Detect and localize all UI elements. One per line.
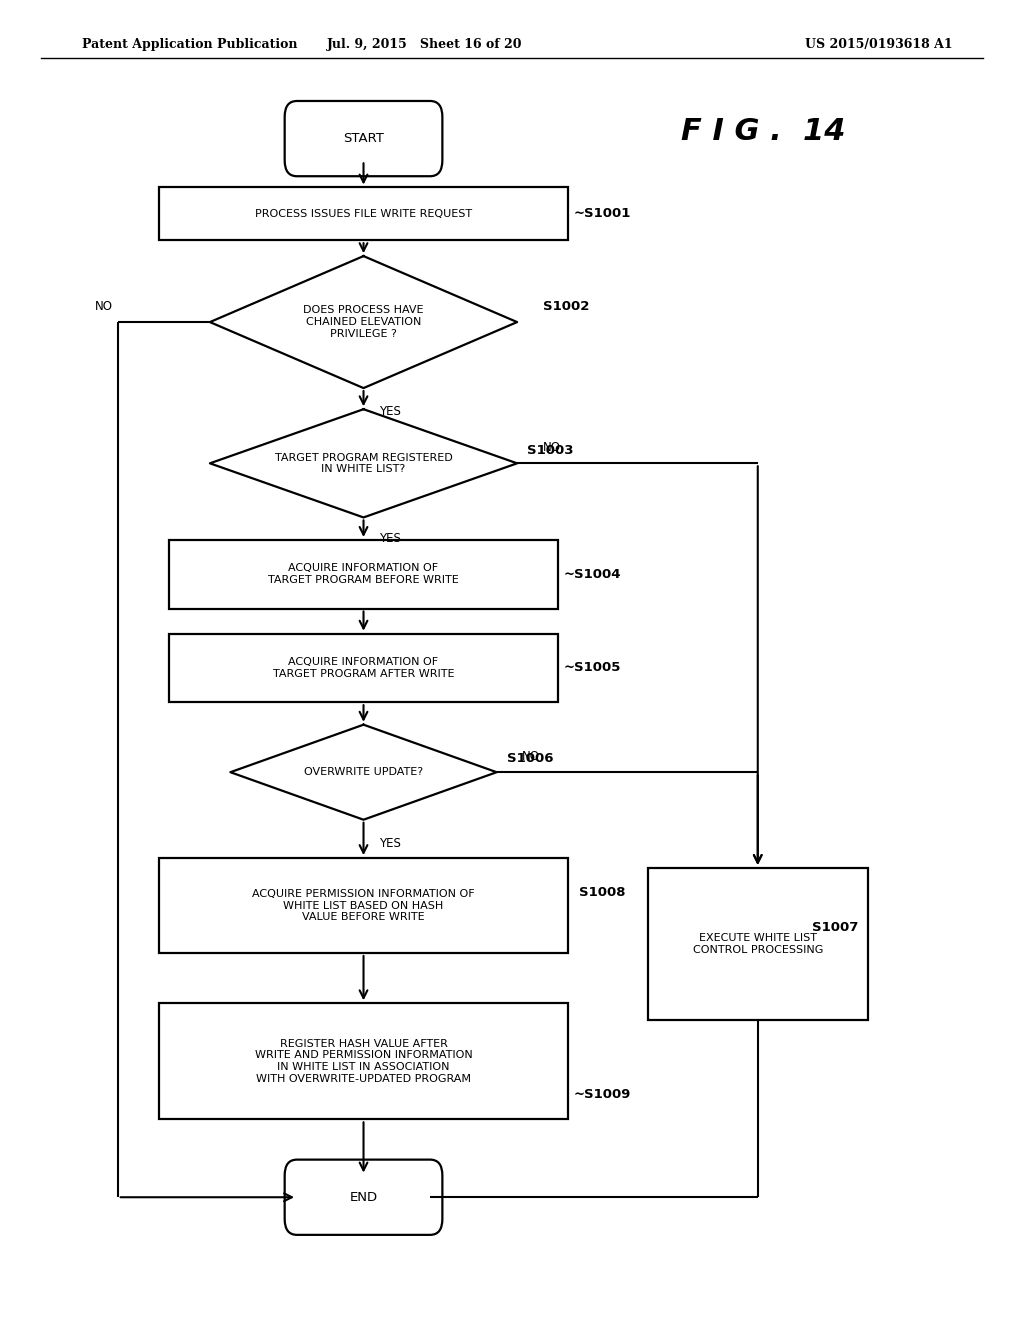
Text: END: END <box>349 1191 378 1204</box>
FancyBboxPatch shape <box>285 100 442 177</box>
Bar <box>159 187 568 240</box>
Polygon shape <box>210 256 517 388</box>
Text: TARGET PROGRAM REGISTERED
IN WHITE LIST?: TARGET PROGRAM REGISTERED IN WHITE LIST? <box>274 453 453 474</box>
Text: ACQUIRE PERMISSION INFORMATION OF
WHITE LIST BASED ON HASH
VALUE BEFORE WRITE: ACQUIRE PERMISSION INFORMATION OF WHITE … <box>252 888 475 923</box>
Bar <box>159 1003 568 1119</box>
Polygon shape <box>210 409 517 517</box>
Text: US 2015/0193618 A1: US 2015/0193618 A1 <box>805 38 952 51</box>
Text: OVERWRITE UPDATE?: OVERWRITE UPDATE? <box>304 767 423 777</box>
Text: REGISTER HASH VALUE AFTER
WRITE AND PERMISSION INFORMATION
IN WHITE LIST IN ASSO: REGISTER HASH VALUE AFTER WRITE AND PERM… <box>255 1039 472 1084</box>
Bar <box>169 540 558 609</box>
Text: ~S1009: ~S1009 <box>573 1088 631 1101</box>
Text: S1006: S1006 <box>507 752 553 766</box>
Text: NO: NO <box>94 300 113 313</box>
Text: S1008: S1008 <box>579 886 625 899</box>
Text: S1002: S1002 <box>543 300 589 313</box>
Text: F I G .  14: F I G . 14 <box>681 117 845 147</box>
Polygon shape <box>230 725 497 820</box>
FancyBboxPatch shape <box>285 1160 442 1236</box>
Bar <box>647 869 867 1020</box>
Text: NO: NO <box>522 750 541 763</box>
Text: ~S1001: ~S1001 <box>573 207 631 220</box>
Bar <box>159 858 568 953</box>
Text: START: START <box>343 132 384 145</box>
Text: YES: YES <box>379 532 400 545</box>
Text: Patent Application Publication: Patent Application Publication <box>82 38 297 51</box>
Text: PROCESS ISSUES FILE WRITE REQUEST: PROCESS ISSUES FILE WRITE REQUEST <box>255 209 472 219</box>
Text: ~S1004: ~S1004 <box>563 568 621 581</box>
Bar <box>169 634 558 702</box>
Text: S1003: S1003 <box>527 444 573 457</box>
Text: ACQUIRE INFORMATION OF
TARGET PROGRAM AFTER WRITE: ACQUIRE INFORMATION OF TARGET PROGRAM AF… <box>272 657 455 678</box>
Text: ACQUIRE INFORMATION OF
TARGET PROGRAM BEFORE WRITE: ACQUIRE INFORMATION OF TARGET PROGRAM BE… <box>268 564 459 585</box>
Text: DOES PROCESS HAVE
CHAINED ELEVATION
PRIVILEGE ?: DOES PROCESS HAVE CHAINED ELEVATION PRIV… <box>303 305 424 339</box>
Text: YES: YES <box>379 837 400 850</box>
Text: ~S1005: ~S1005 <box>563 661 621 675</box>
Text: NO: NO <box>543 441 561 454</box>
Text: YES: YES <box>379 405 400 418</box>
Text: Jul. 9, 2015   Sheet 16 of 20: Jul. 9, 2015 Sheet 16 of 20 <box>328 38 522 51</box>
Text: EXECUTE WHITE LIST
CONTROL PROCESSING: EXECUTE WHITE LIST CONTROL PROCESSING <box>692 933 823 954</box>
Text: S1007: S1007 <box>811 921 858 935</box>
